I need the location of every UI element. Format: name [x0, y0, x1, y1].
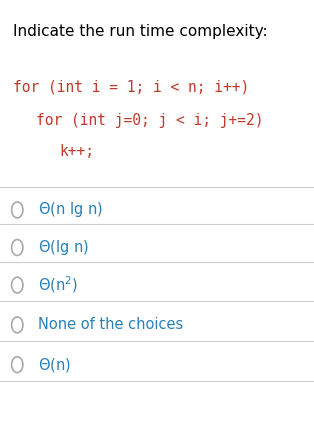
Text: for (int j=0; j < i; j+=2): for (int j=0; j < i; j+=2): [36, 113, 264, 128]
Text: $\Theta$(lg n): $\Theta$(lg n): [38, 238, 89, 257]
Text: k++;: k++;: [60, 144, 95, 159]
Text: None of the choices: None of the choices: [38, 317, 183, 332]
Text: $\Theta$(n): $\Theta$(n): [38, 356, 71, 373]
Text: for (int i = 1; i < n; i++): for (int i = 1; i < n; i++): [13, 80, 249, 95]
Text: $\Theta$(n lg n): $\Theta$(n lg n): [38, 201, 102, 219]
Text: $\Theta$(n$^2$): $\Theta$(n$^2$): [38, 275, 78, 295]
Text: Indicate the run time complexity:: Indicate the run time complexity:: [13, 24, 267, 39]
